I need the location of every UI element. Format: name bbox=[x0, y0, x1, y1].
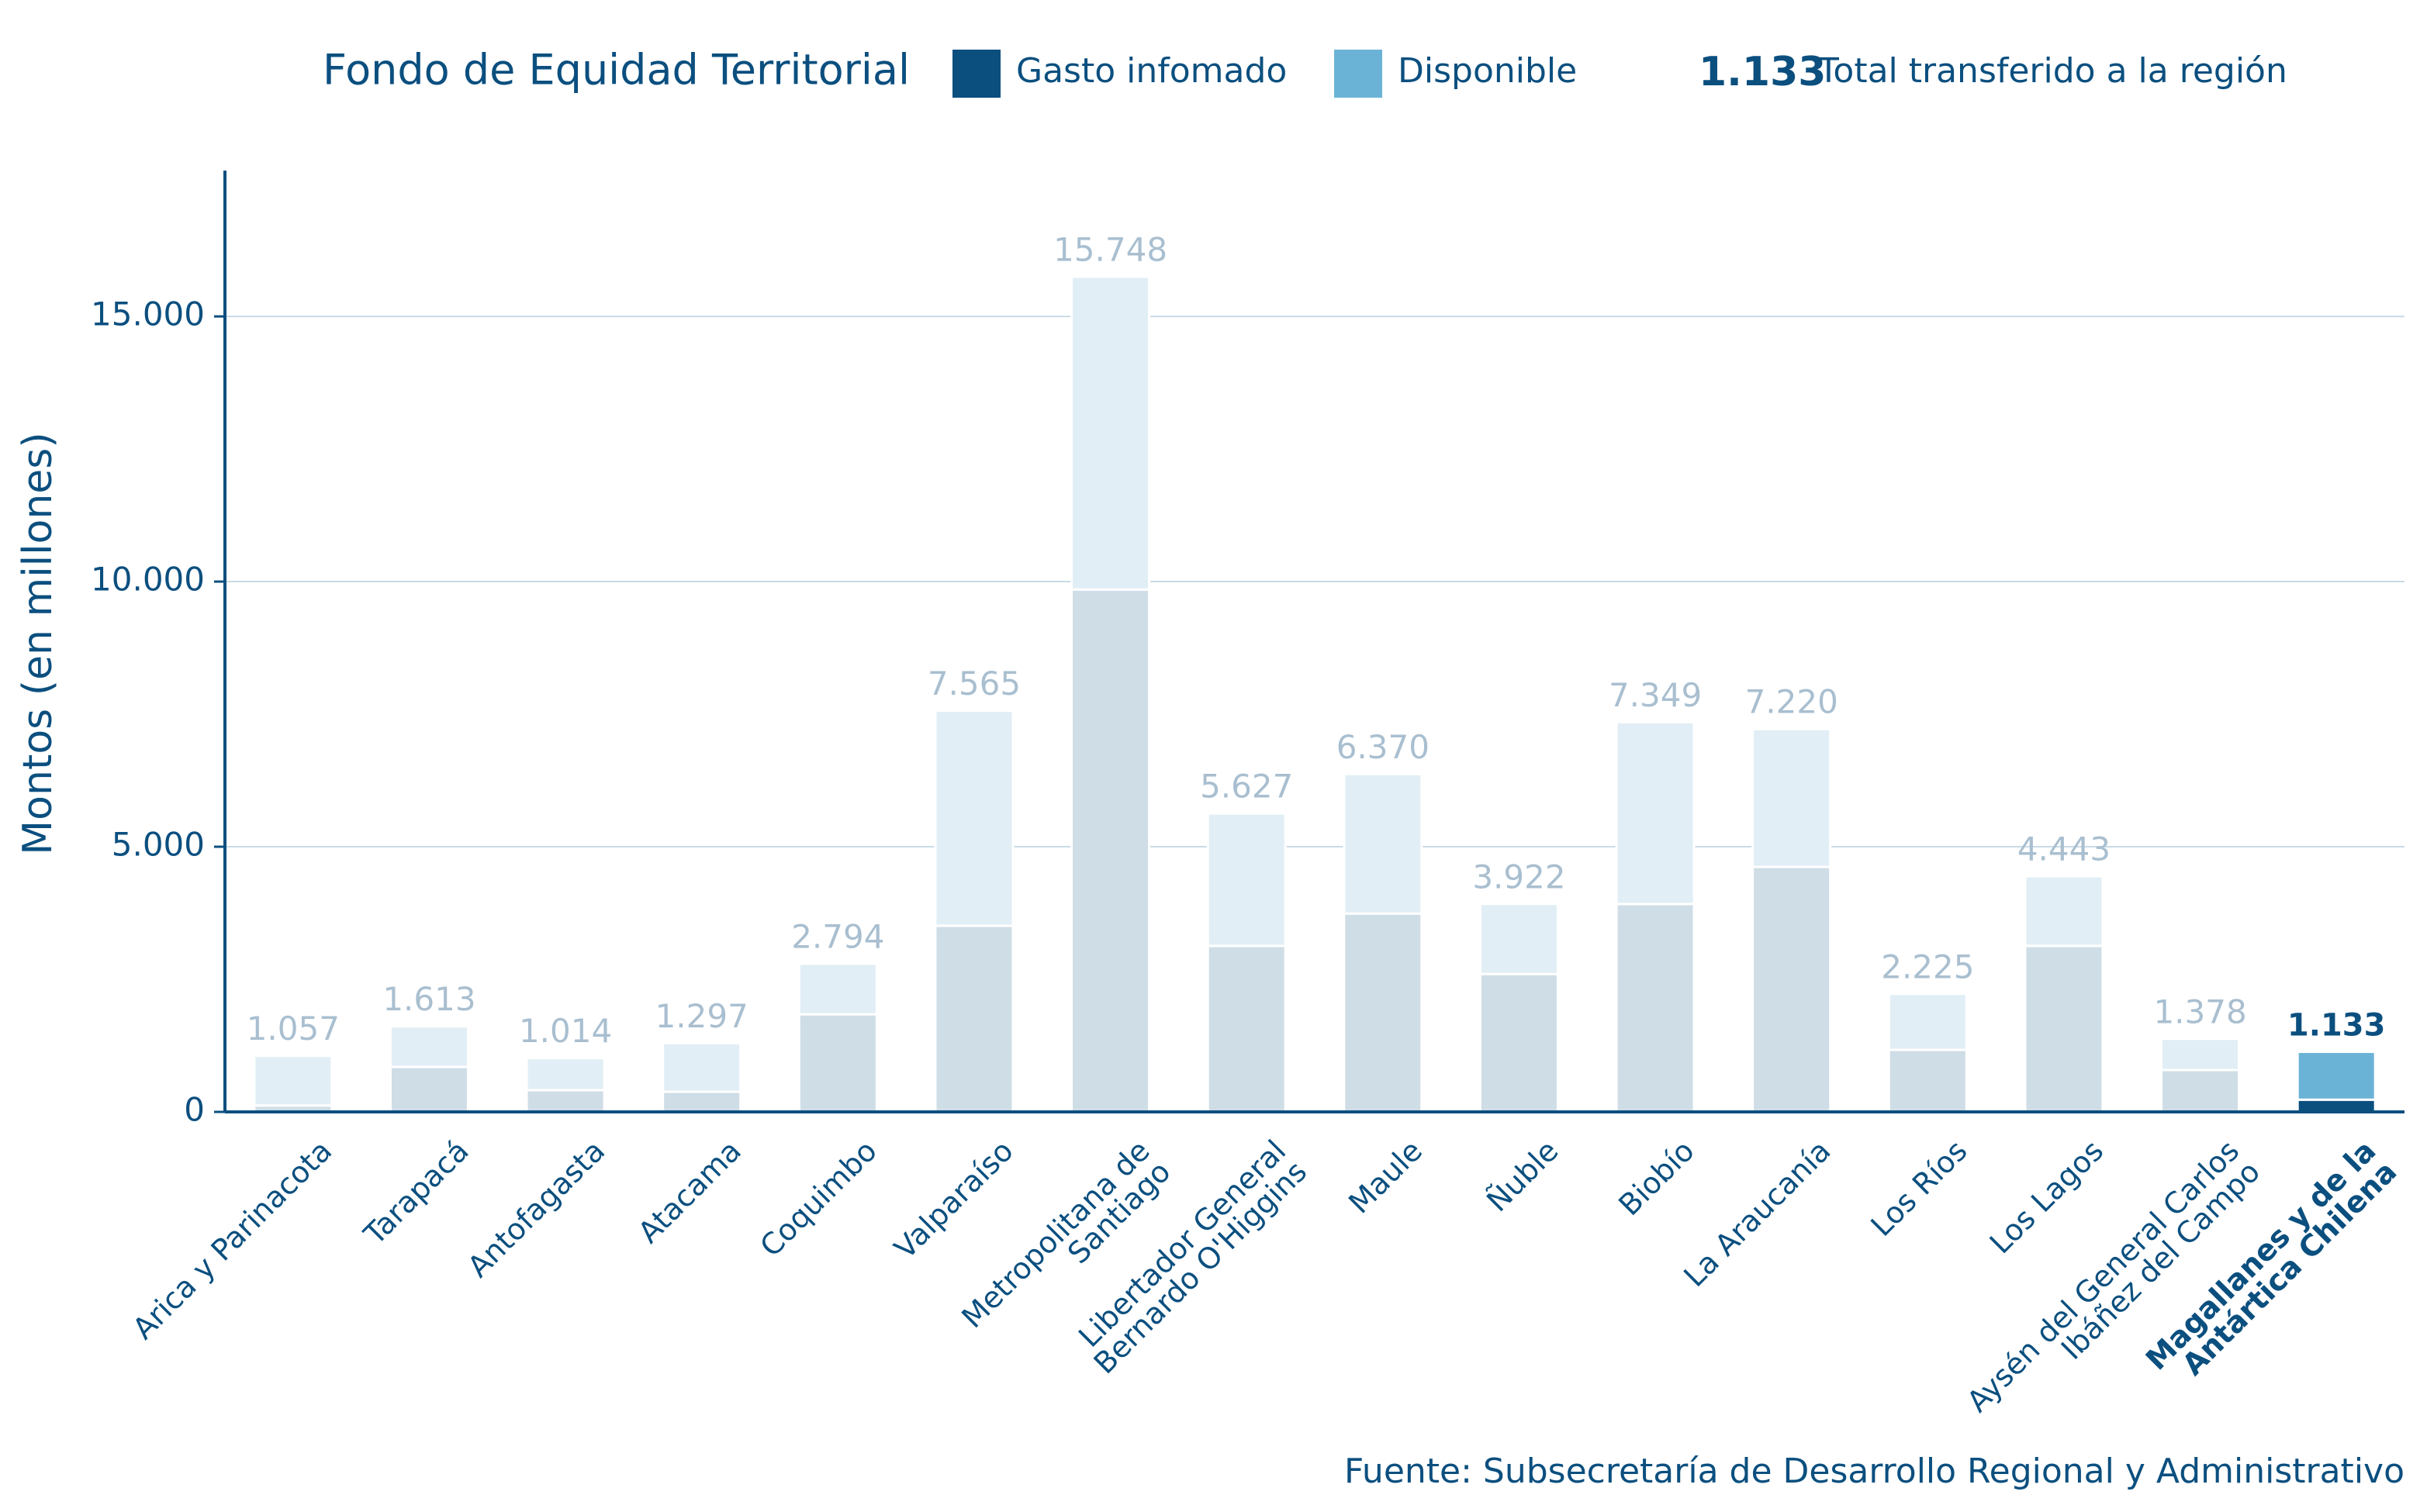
bar-segment bbox=[1206, 944, 1287, 1113]
bar-segment bbox=[934, 924, 1015, 1113]
bar-segment bbox=[1478, 903, 1559, 975]
bar-segment bbox=[1070, 588, 1151, 1113]
y-axis-label: Montos (en millones) bbox=[15, 432, 61, 854]
total-label: 3.922 bbox=[1472, 858, 1565, 896]
bar-segment bbox=[2160, 1037, 2241, 1072]
total-label: 4.443 bbox=[2017, 830, 2111, 868]
y-tick-label: 5.000 bbox=[112, 826, 205, 864]
bar-segment bbox=[1751, 865, 1832, 1113]
bar-segment bbox=[1615, 903, 1696, 1113]
bar-segment bbox=[2296, 1051, 2377, 1101]
bar-segment bbox=[1070, 275, 1151, 591]
legend-label: Disponible bbox=[1398, 51, 1577, 91]
total-label: 1.057 bbox=[247, 1010, 340, 1048]
total-label: 2.794 bbox=[791, 917, 884, 955]
y-tick-label: 10.000 bbox=[91, 561, 205, 599]
legend-swatch bbox=[952, 50, 1001, 98]
total-label: 7.565 bbox=[928, 665, 1021, 702]
bar-segment bbox=[2160, 1068, 2241, 1113]
bar-segment bbox=[934, 709, 1015, 927]
total-label: 1.378 bbox=[2153, 992, 2246, 1030]
bar-segment bbox=[2296, 1098, 2377, 1113]
y-tick-label: 15.000 bbox=[91, 295, 205, 333]
bar-segment bbox=[1478, 972, 1559, 1113]
bar-segment bbox=[1343, 912, 1423, 1113]
legend-total-value: 1.133 bbox=[1699, 49, 1826, 95]
total-label: 6.370 bbox=[1336, 728, 1430, 766]
bar-segment bbox=[2024, 875, 2104, 948]
total-label: 7.349 bbox=[1609, 676, 1702, 714]
bar-segment bbox=[253, 1055, 334, 1107]
legend-total-text: Total transferido a la región bbox=[1817, 51, 2287, 91]
total-label: 1.297 bbox=[655, 997, 748, 1035]
bar-segment bbox=[797, 962, 878, 1016]
bar-segment bbox=[797, 1013, 878, 1113]
bar-segment bbox=[389, 1025, 469, 1068]
total-label: 7.220 bbox=[1745, 683, 1838, 721]
bar-segment bbox=[525, 1057, 606, 1092]
bar-segment bbox=[1887, 992, 1968, 1051]
bar-segment bbox=[1206, 812, 1287, 948]
bar-segment bbox=[1343, 772, 1423, 915]
legend-label: Gasto infomado bbox=[1016, 51, 1287, 91]
total-label: 15.748 bbox=[1053, 230, 1167, 268]
total-label: 2.225 bbox=[1881, 948, 1974, 986]
bar-segment bbox=[662, 1041, 742, 1093]
bar-segment bbox=[1615, 720, 1696, 906]
total-label: 1.613 bbox=[382, 980, 475, 1018]
bar-segment bbox=[1887, 1048, 1968, 1113]
total-label: 1.014 bbox=[519, 1012, 612, 1050]
legend-swatch bbox=[1334, 50, 1382, 98]
bar-segment bbox=[2024, 944, 2104, 1113]
y-tick-label: 0 bbox=[184, 1091, 205, 1129]
total-label: 5.627 bbox=[1200, 768, 1293, 806]
bar-segment bbox=[389, 1065, 469, 1113]
source: Fuente: Subsecretaría de Desarrollo Regi… bbox=[1344, 1452, 2404, 1491]
total-label: 1.133 bbox=[2287, 1008, 2386, 1044]
bar-segment bbox=[525, 1089, 606, 1113]
chart-title: Fondo de Equidad Territorial bbox=[323, 46, 910, 95]
bar-segment bbox=[1751, 727, 1832, 868]
bar-segment bbox=[662, 1090, 742, 1113]
